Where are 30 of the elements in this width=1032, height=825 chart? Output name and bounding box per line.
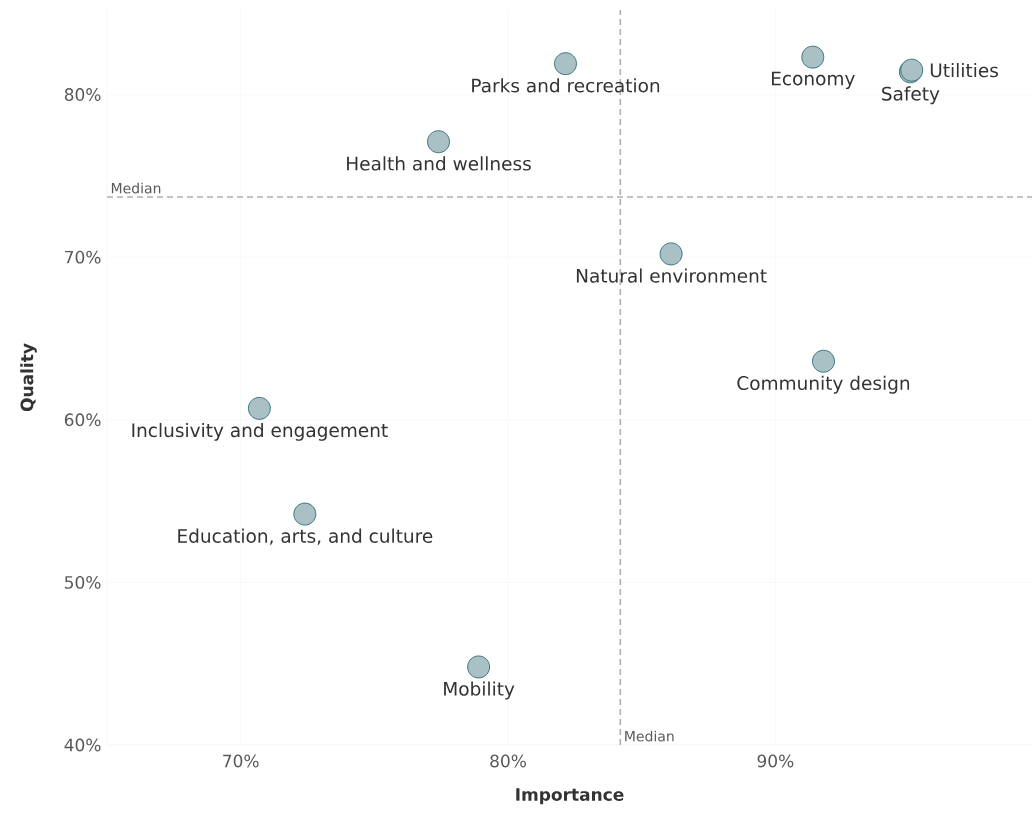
annotation: Mobility	[444, 681, 515, 700]
y-tick-label: 70%	[65, 250, 101, 264]
point	[467, 655, 491, 679]
annotation: Parks and recreation	[472, 78, 660, 93]
annotation: Community design	[737, 375, 910, 394]
y-axis-title: Quality	[20, 343, 37, 412]
y-tick-label: 50%	[65, 575, 101, 589]
annotation: Safety	[882, 86, 940, 105]
point	[554, 52, 577, 76]
annotation: Utilities	[930, 62, 998, 78]
point	[812, 349, 835, 373]
annotation: Inclusivity and engagement	[132, 422, 388, 441]
point	[801, 45, 825, 69]
x-tick-label: 80%	[490, 754, 526, 768]
annotation: Economy	[772, 71, 855, 90]
point	[659, 242, 683, 266]
point	[427, 130, 450, 154]
y-tick-label: 80%	[64, 88, 101, 101]
ref-line-label: Median	[111, 182, 161, 194]
annotation: Natural environment	[576, 268, 767, 283]
y-tick-label: 60%	[64, 413, 101, 427]
y-tick-label: 40%	[64, 738, 101, 752]
x-tick-label: 90%	[757, 754, 794, 768]
point	[293, 502, 317, 526]
annotation: Health and wellness	[347, 156, 531, 171]
annotation: Education, arts, and culture	[178, 528, 433, 545]
x-tick-label: 70%	[223, 754, 259, 768]
x-axis-title: Importance	[516, 788, 624, 805]
ref-line-label: Median	[625, 730, 674, 742]
point	[247, 396, 271, 420]
